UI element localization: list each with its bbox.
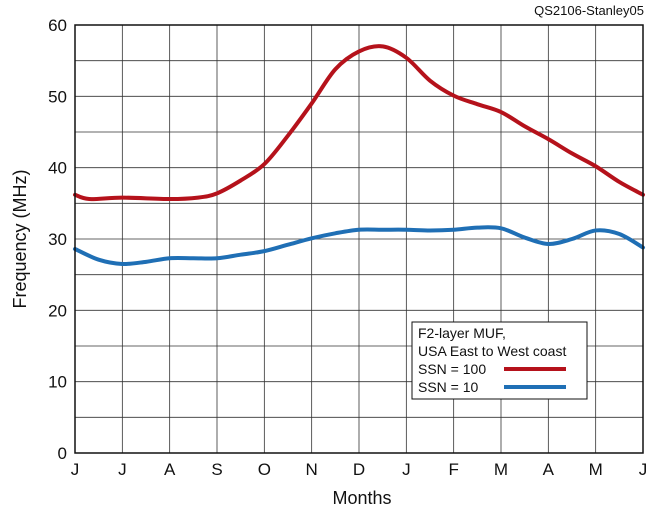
y-tick-label: 40 [48, 159, 67, 178]
x-tick-label: A [543, 460, 555, 479]
chart-credit: QS2106-Stanley05 [534, 3, 644, 18]
y-tick-label: 0 [58, 444, 67, 463]
plot-frame [74, 24, 644, 454]
y-tick-label: 30 [48, 230, 67, 249]
x-tick-label: M [494, 460, 508, 479]
x-tick-label: J [118, 460, 127, 479]
x-tick-label: D [353, 460, 365, 479]
x-tick-label: A [164, 460, 176, 479]
y-tick-label: 50 [48, 87, 67, 106]
x-tick-label: J [402, 460, 411, 479]
x-tick-label: M [589, 460, 603, 479]
y-axis-title: Frequency (MHz) [10, 169, 30, 308]
x-tick-label: J [71, 460, 80, 479]
y-tick-label: 10 [48, 373, 67, 392]
grid [75, 25, 643, 453]
series-lines [73, 44, 645, 267]
legend-label-ssn-100: SSN = 100 [418, 361, 486, 377]
y-tick-labels: 0 10 20 30 40 50 60 [48, 16, 67, 463]
legend-title-line-1: F2-layer MUF, [418, 325, 506, 341]
series-line-ssn-10 [73, 225, 645, 267]
series-line-ssn-100 [73, 44, 645, 202]
y-tick-label: 20 [48, 301, 67, 320]
y-tick-label: 60 [48, 16, 67, 35]
x-tick-label: J [639, 460, 648, 479]
x-tick-label: N [306, 460, 318, 479]
legend-label-ssn-10: SSN = 10 [418, 379, 479, 395]
x-tick-label: F [448, 460, 458, 479]
x-tick-label: O [258, 460, 271, 479]
legend: F2-layer MUF, USA East to West coast SSN… [411, 321, 588, 400]
legend-title-line-2: USA East to West coast [418, 343, 566, 359]
x-tick-label: S [211, 460, 222, 479]
x-axis-title: Months [332, 488, 391, 508]
